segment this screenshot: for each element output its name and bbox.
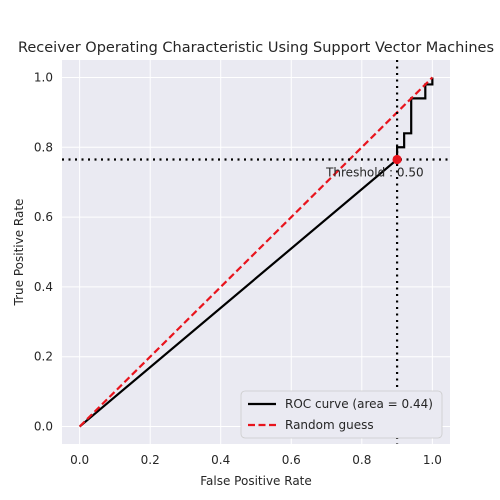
threshold-marker: [392, 154, 402, 165]
threshold-layer: Threshold : 0.50: [62, 60, 450, 444]
x-axis-label: False Positive Rate: [200, 474, 312, 488]
x-tick-label: 0.6: [282, 453, 301, 467]
chart-title: Receiver Operating Characteristic Using …: [18, 40, 494, 56]
y-tick-label: 0.8: [34, 140, 53, 154]
legend-label-roc: ROC curve (area = 0.44): [285, 397, 433, 411]
legend-label-random: Random guess: [285, 418, 374, 432]
legend-box: [240, 390, 443, 439]
grid: [62, 60, 450, 444]
x-tick-label: 0.2: [141, 453, 160, 467]
y-tick-label: 0.0: [34, 420, 53, 434]
y-tick-label: 0.2: [34, 350, 53, 364]
x-tick-label: 0.0: [70, 453, 89, 467]
legend: ROC curve (area = 0.44) Random guess: [240, 390, 443, 439]
random-guess-line: [78, 76, 434, 428]
y-tick-label: 0.6: [34, 210, 53, 224]
x-tick-label: 1.0: [423, 453, 442, 467]
x-tick-label: 0.4: [211, 453, 230, 467]
y-axis-label: True Positive Rate: [12, 199, 26, 307]
y-tick-label: 0.4: [34, 280, 53, 294]
y-tick-labels: 0.0 0.2 0.4 0.6 0.8 1.0: [34, 70, 53, 433]
x-tick-labels: 0.0 0.2 0.4 0.6 0.8 1.0: [70, 453, 442, 467]
threshold-label: Threshold : 0.50: [325, 165, 424, 179]
y-tick-label: 1.0: [34, 70, 53, 84]
x-tick-label: 0.8: [352, 453, 371, 467]
